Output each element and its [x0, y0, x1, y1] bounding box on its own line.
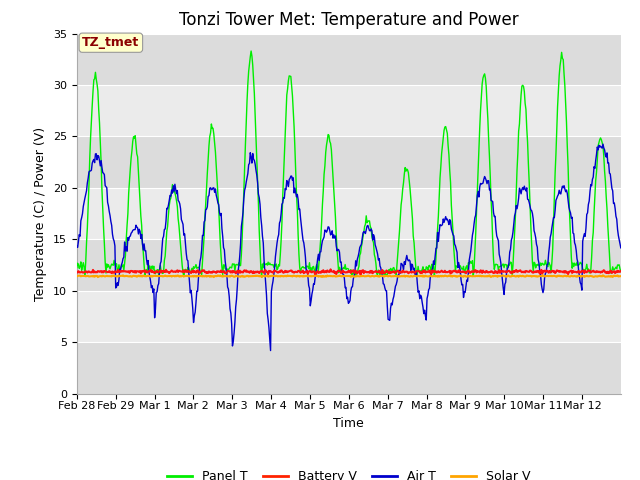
X-axis label: Time: Time	[333, 417, 364, 430]
Text: TZ_tmet: TZ_tmet	[82, 36, 140, 49]
Bar	[77, 34, 621, 85]
Bar	[77, 240, 621, 291]
Y-axis label: Temperature (C) / Power (V): Temperature (C) / Power (V)	[35, 127, 47, 300]
Bar	[77, 188, 621, 240]
Bar	[77, 342, 621, 394]
Bar	[77, 85, 621, 136]
Legend: Panel T, Battery V, Air T, Solar V: Panel T, Battery V, Air T, Solar V	[163, 465, 535, 480]
Bar	[77, 136, 621, 188]
Title: Tonzi Tower Met: Temperature and Power: Tonzi Tower Met: Temperature and Power	[179, 11, 518, 29]
Bar	[77, 291, 621, 342]
